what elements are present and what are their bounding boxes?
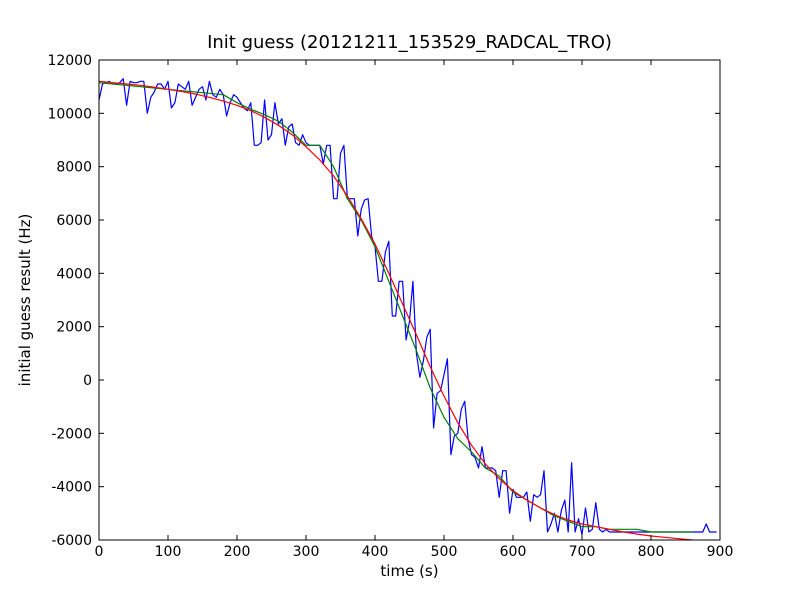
x-tick-label: 300 [293,544,320,560]
x-axis: 0 100 200 300 400 500 600 700 800 900 [95,60,734,560]
y-tick-label: 12000 [47,53,92,69]
plot-frame [98,59,721,541]
y-tick-label: 6000 [56,213,92,229]
x-tick-label: 800 [638,544,665,560]
series-line-green [99,82,693,533]
series-line-blue [99,78,717,536]
series-line-red [99,80,693,540]
y-tick-label: 2000 [56,320,92,336]
y-tick-label: 0 [83,373,92,389]
y-tick-label: -4000 [51,480,92,496]
y-tick-label: 8000 [56,160,92,176]
series-layer [99,78,717,540]
chart-title: Init guess (20121211_153529_RADCAL_TRO) [207,32,612,53]
y-axis-title: initial guess result (Hz) [16,214,34,387]
y-axis: -6000 -4000 -2000 0 2000 4000 6000 8000 10000 120… [47,53,720,549]
y-tick-label: -2000 [51,426,92,442]
x-tick-label: 500 [431,544,458,560]
y-tick-label: -6000 [51,533,92,549]
y-tick-label: 4000 [56,266,92,282]
x-tick-label: 100 [155,544,182,560]
x-tick-label: 600 [500,544,527,560]
x-tick-label: 400 [362,544,389,560]
x-axis-title: time (s) [380,562,438,580]
x-tick-label: 0 [95,544,104,560]
x-tick-label: 200 [224,544,251,560]
x-tick-label: 700 [569,544,596,560]
x-tick-label: 900 [707,544,734,560]
y-tick-label: 10000 [47,106,92,122]
